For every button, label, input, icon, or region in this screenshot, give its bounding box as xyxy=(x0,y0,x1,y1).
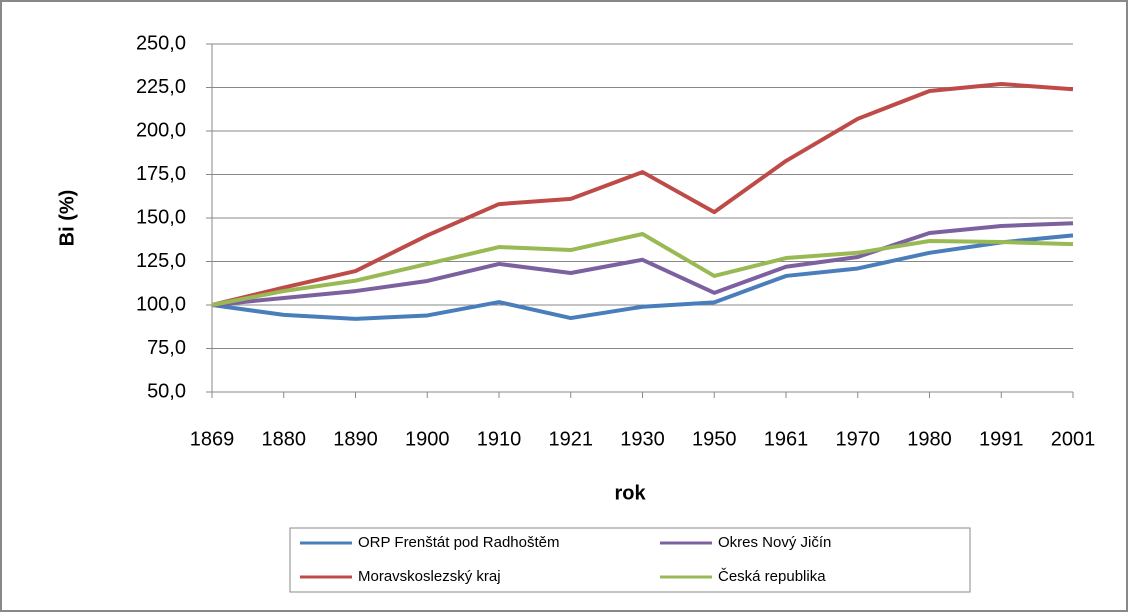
legend-label: Česká republika xyxy=(718,568,826,585)
legend-label: ORP Frenštát pod Radhoštěm xyxy=(358,534,560,551)
x-tick-label: 1961 xyxy=(764,428,809,450)
y-tick-label: 150,0 xyxy=(136,206,186,228)
series-line xyxy=(211,82,1074,307)
x-tick-label: 1890 xyxy=(333,428,378,450)
x-tick-label: 1880 xyxy=(262,428,307,450)
y-tick-label: 125,0 xyxy=(136,250,186,272)
x-tick-label: 1869 xyxy=(190,428,235,450)
y-tick-label: 100,0 xyxy=(136,293,186,315)
x-tick-label: 1921 xyxy=(549,428,594,450)
x-tick-label: 1980 xyxy=(907,428,952,450)
x-tick-label: 1910 xyxy=(477,428,522,450)
y-tick-label: 75,0 xyxy=(147,337,186,359)
legend-box xyxy=(289,527,971,593)
x-tick-label: 1970 xyxy=(836,428,881,450)
y-tick-label: 50,0 xyxy=(147,380,186,402)
x-tick-label: 1991 xyxy=(979,428,1024,450)
y-axis-title: Bi (%) xyxy=(56,190,78,247)
legend-label: Moravskoslezský kraj xyxy=(358,568,501,585)
x-tick-label: 1900 xyxy=(405,428,450,450)
x-tick-label: 2001 xyxy=(1051,428,1096,450)
x-tick-label: 1930 xyxy=(620,428,665,450)
legend-label: Okres Nový Jičín xyxy=(718,534,831,551)
y-tick-label: 200,0 xyxy=(136,119,186,141)
y-tick-label: 175,0 xyxy=(136,163,186,185)
y-tick-label: 225,0 xyxy=(136,76,186,98)
series-line xyxy=(211,221,1074,307)
x-tick-label: 1950 xyxy=(692,428,737,450)
series-line xyxy=(211,232,1074,307)
series-line xyxy=(211,233,1074,321)
y-tick-label: 250,0 xyxy=(136,32,186,54)
x-axis-title: rok xyxy=(614,482,646,504)
